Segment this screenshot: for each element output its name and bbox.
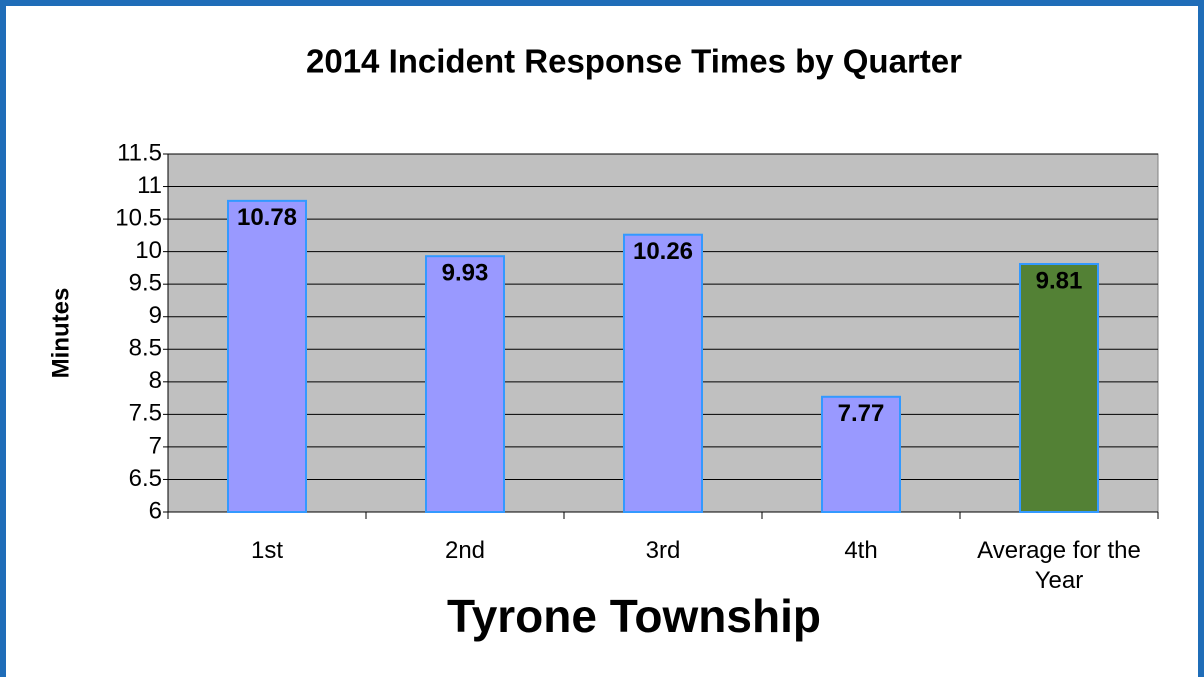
x-tick-label: 3rd [645,537,681,564]
x-tick-label: Average for the Year [977,537,1141,594]
x-tick-label: 2nd [444,537,486,564]
x-axis-title: Tyrone Township [447,590,821,642]
y-tick-label: 9.5 [129,270,162,297]
y-tick-label: 9 [149,302,162,329]
y-tick-label: 7 [149,432,162,459]
y-tick-label: 11 [137,172,162,199]
y-tick-label: 6 [149,497,162,524]
y-tick-label: 7.5 [129,400,162,427]
chart-title: 2014 Incident Response Times by Quarter [306,43,962,80]
y-axis-title: Minutes [47,288,74,379]
bar [1019,263,1099,513]
y-tick-label: 10.5 [115,204,162,231]
data-label: 10.26 [633,238,693,265]
x-tick-label: 4th [844,537,878,564]
data-label: 10.78 [237,204,297,231]
bar [425,255,505,513]
x-tick-label: 1st [250,537,283,564]
y-tick-label: 10 [135,237,162,264]
bar [623,233,703,513]
data-label: 7.77 [838,400,885,427]
data-label: 9.81 [1036,267,1083,294]
y-tick-label: 11.5 [117,139,162,166]
bar [821,395,901,513]
y-tick-label: 6.5 [129,465,162,492]
data-label: 9.93 [442,260,489,287]
y-tick-label: 8 [149,367,162,394]
bar [227,199,307,513]
y-tick-label: 8.5 [129,335,162,362]
